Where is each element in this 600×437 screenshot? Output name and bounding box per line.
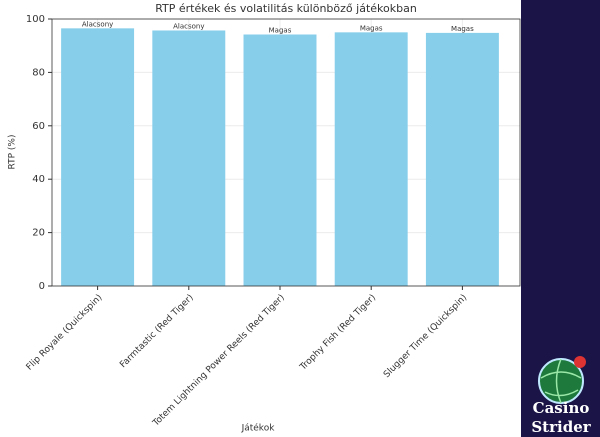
plot-frame — [51, 18, 521, 287]
logo-hat — [574, 356, 586, 368]
bar — [243, 34, 317, 287]
logo-text: Strider — [531, 418, 591, 436]
bar — [334, 32, 408, 286]
bar — [425, 32, 499, 286]
bar — [152, 30, 226, 286]
y-tick-label: 100 — [26, 14, 45, 25]
bar-annotation: Magas — [360, 24, 383, 32]
bar — [61, 28, 135, 286]
y-tick-label: 40 — [32, 174, 45, 185]
bar-annotation: Alacsony — [173, 22, 204, 30]
logo-text: Casino — [533, 399, 590, 417]
bar-annotation: Magas — [269, 26, 292, 34]
y-tick-label: 80 — [32, 67, 45, 78]
chart-title: RTP értékek és volatilitás különböző ját… — [155, 2, 417, 15]
bar-annotation: Alacsony — [82, 20, 113, 28]
x-axis-label: Játékok — [241, 423, 276, 434]
y-tick-label: 20 — [32, 228, 45, 239]
y-tick-label: 0 — [39, 281, 45, 292]
y-tick-label: 60 — [32, 121, 45, 132]
logo-globe-lines — [540, 358, 582, 404]
bar-annotation: Magas — [451, 25, 474, 33]
y-axis-label: RTP (%) — [8, 135, 18, 170]
